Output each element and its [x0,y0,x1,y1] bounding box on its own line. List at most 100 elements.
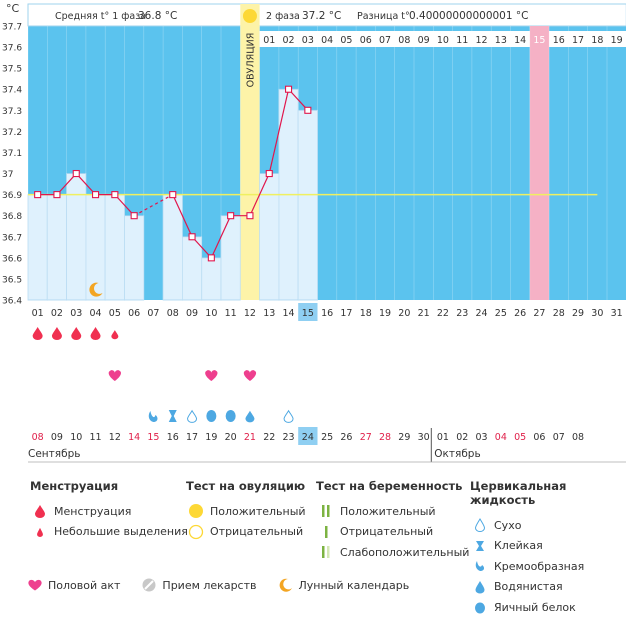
calendar-date-label: 24 [302,432,314,443]
temperature-point [284,85,293,93]
cycle-day-label: 02 [51,308,63,319]
egg-drop-icon [206,410,217,422]
legend-cervical: Цервикальная жидкость Сухо Клейкая Кремо… [470,479,626,618]
phase2-day-label: 15 [533,35,545,46]
cycle-day-label: 25 [495,308,507,319]
cycle-day-label: 23 [456,308,468,319]
sticky-icon [470,539,490,553]
phase2-day-label: 08 [398,35,410,46]
legend-menstruation: Менструация Менструация Небольшие выделе… [30,479,188,542]
temperature-point [34,191,42,199]
calendar-date-label: 07 [553,432,565,443]
pill-icon [142,578,156,592]
cycle-day-label: 30 [591,308,603,319]
cycle-day-label: 28 [553,308,565,319]
phase2-day-label: 09 [418,35,430,46]
y-tick-label: 37.5 [2,65,22,75]
phase2-day-highlight [529,31,550,47]
chart-header-strip [27,3,626,27]
blood-drop-icon [90,327,101,340]
legend-item-sticky: Клейкая [470,536,626,557]
blood-drop-icon [71,327,82,340]
month-label-start: Сентябрь [28,448,80,460]
legend-item-pregnancy-positive: Положительный [316,501,469,522]
legend-item-lunar: Лунный календарь [279,578,409,592]
today-marker [298,303,318,321]
legend-item-creamy: Кремообразная [470,556,626,577]
unit-label: °C [6,2,20,15]
phase2-day-label: 04 [321,35,333,46]
cycle-day-label: 16 [321,308,333,319]
y-tick-label: 37.2 [2,128,22,138]
calendar-date-label: 08 [32,432,44,443]
cycle-day-label: 03 [70,308,82,319]
phase2-day-label: 12 [476,35,488,46]
legend-ovulation-title: Тест на овуляцию [186,479,306,493]
calendar-date-label: 25 [321,432,333,443]
legend-item-ovulation-negative: Отрицательный [186,522,306,543]
temperature-point [188,233,196,241]
water-drop-icon [470,580,490,594]
phase2-day-label: 03 [302,35,314,46]
cycle-day-label: 18 [360,308,372,319]
legend-item-ovulation-positive: Положительный [186,501,306,522]
temperature-line [210,215,232,259]
temperature-line [172,194,193,238]
legend-item-pregnancy-negative: Отрицательный [316,522,469,543]
temperature-point [72,169,80,178]
legend-pregnancy-title: Тест на беременность [316,479,463,493]
cycle-day-label: 24 [476,308,488,319]
legend-label: Отрицательный [210,525,304,539]
cycle-day-label: 17 [340,308,352,319]
legend-label: Небольшие выделения [54,525,188,539]
legend-label: Яичный белок [494,600,576,614]
cycle-day-label: 29 [572,308,584,319]
phase2-day-label: 19 [611,35,623,46]
calendar-today-marker [298,427,318,445]
legend-label: Водянистая [494,580,563,594]
legend-label: Отрицательный [340,525,434,539]
temperature-line [249,173,270,216]
blood-drop-icon [51,327,62,340]
phase2-day-label: 11 [456,35,468,46]
temperature-bar [201,257,222,301]
diff-value: 0.40000000000001 °C [409,10,528,22]
y-tick-label: 36.7 [2,233,22,243]
phase2-day-label: 05 [340,35,352,46]
creamy-drop-icon [148,411,158,422]
legend-bottom: Половой акт Прием лекарств Лунный календ… [28,578,431,592]
phase2-day-label: 16 [553,35,565,46]
y-tick-label: 37.4 [2,86,22,96]
temperature-bar [27,194,48,301]
legend-label: Прием лекарств [162,578,257,592]
temperature-point [227,212,235,220]
legend-label: Сухо [494,518,522,532]
cycle-day-label: 06 [128,308,140,319]
y-tick-label: 37.6 [2,44,22,54]
cycle-day-label: 10 [205,308,217,319]
temperature-point [169,191,177,199]
calendar-date-label: 14 [128,432,140,443]
cycle-day-label: 08 [167,308,179,319]
calendar-date-label: 16 [167,432,179,443]
phase2-day-label: 01 [263,35,275,46]
legend-item-pregnancy-weak: Слабоположительный [316,542,469,563]
phase2-day-label: 17 [572,35,584,46]
cycle-day-label: 19 [379,308,391,319]
legend-ovulation-test: Тест на овуляцию Положительный Отрицател… [186,479,306,542]
cycle-day-label: 21 [418,308,430,319]
calendar-date-label: 22 [263,432,275,443]
small-blood-drop-icon [111,330,119,340]
calendar-date-label: 04 [495,432,507,443]
calendar-date-label: 27 [360,432,372,443]
phase1-value: 36.8 °C [138,10,177,22]
temperature-point [130,212,138,220]
moon-icon [89,282,103,297]
cycle-day-label: 14 [283,308,295,319]
cycle-day-label: 22 [437,308,449,319]
legend-label: Положительный [340,504,436,518]
temperature-bar [181,236,203,301]
legend-item-watery: Водянистая [470,577,626,598]
temperature-point [304,106,312,114]
cycle-day-label: 26 [514,308,526,319]
